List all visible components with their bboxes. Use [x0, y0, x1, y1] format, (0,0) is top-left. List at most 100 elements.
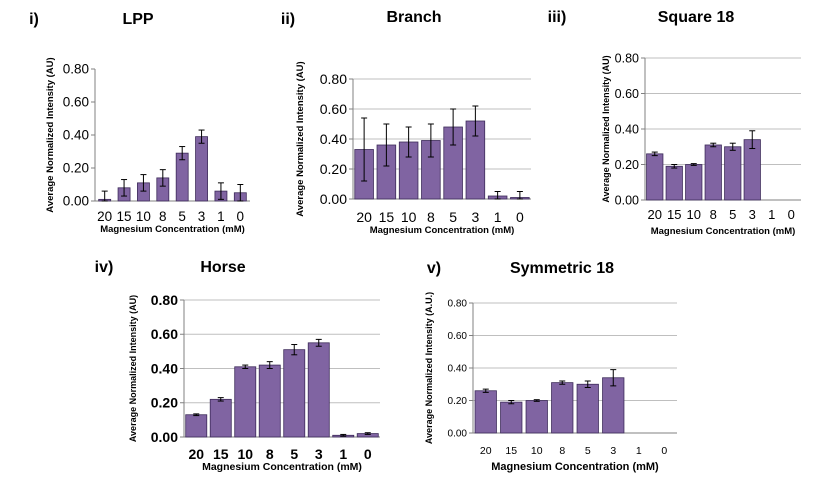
error-bar-1-mm [217, 182, 224, 200]
error-bar-20-mm [193, 413, 200, 417]
bar-20-mm [474, 390, 497, 434]
y-tick-label: 0.60 [63, 95, 89, 110]
y-tick-label: 0.40 [151, 360, 178, 376]
x-tick-label: 20 [188, 446, 204, 462]
error-bar-15-mm [217, 397, 224, 402]
error-bar-5-mm [729, 142, 736, 151]
y-axis-label: Average Normalized Intensity (AU) [295, 61, 306, 216]
y-tick-label: 0.40 [448, 364, 468, 375]
x-tick-label: 5 [449, 209, 457, 225]
y-tick-label: 0.00 [615, 193, 639, 207]
bar-10-mm [685, 164, 703, 201]
y-tick-label: 0.60 [320, 101, 347, 117]
x-tick-label: 8 [159, 209, 167, 224]
x-tick-label: 8 [266, 446, 274, 462]
panel-label: v) [427, 260, 441, 277]
x-tick-label: 0 [237, 209, 245, 224]
bar-3-mm [195, 136, 208, 202]
x-tick-label: 3 [198, 209, 206, 224]
y-tick-label: 0.40 [63, 128, 89, 143]
error-bar-5-mm [450, 108, 457, 146]
y-tick-label: 0.00 [151, 429, 178, 445]
y-tick-label: 0.60 [448, 331, 468, 342]
x-tick-label: 0 [661, 445, 667, 457]
x-tick-label: 5 [290, 446, 298, 462]
error-bar-5-mm [584, 380, 591, 388]
y-tick-label: 0.00 [320, 191, 347, 207]
y-tick-label: 0.80 [320, 71, 347, 87]
panel-label: iii) [548, 9, 567, 26]
chart-title: Square 18 [658, 9, 735, 26]
error-bar-10-mm [140, 174, 147, 192]
error-bar-10-mm [405, 126, 412, 158]
x-tick-label: 10 [687, 207, 701, 222]
x-tick-label: 1 [768, 207, 775, 222]
x-tick-label: 10 [531, 445, 543, 457]
chart-title: Symmetric 18 [510, 260, 614, 277]
bar-10-mm [234, 366, 257, 438]
error-bar-5-mm [179, 146, 186, 161]
x-tick-label: 1 [217, 209, 225, 224]
y-tick-label: 0.00 [63, 194, 89, 209]
error-bar-1-mm [340, 433, 347, 437]
panel-label: i) [29, 11, 39, 28]
error-bar-1-mm [494, 191, 501, 200]
error-bar-8-mm [710, 142, 717, 148]
panel-label: ii) [281, 11, 295, 28]
error-bar-10-mm [242, 364, 249, 369]
x-tick-label: 8 [710, 207, 717, 222]
error-bar-8-mm [559, 380, 566, 385]
error-bar-0-mm [516, 191, 523, 200]
error-bar-20-mm [651, 151, 658, 157]
x-tick-label: 0 [788, 207, 795, 222]
bar-15-mm [209, 398, 232, 438]
x-tick-label: 15 [117, 209, 132, 224]
bar-5-mm [175, 152, 189, 202]
error-bar-10-mm [690, 163, 697, 166]
y-tick-label: 0.80 [63, 62, 89, 77]
x-axis-label: Magnesium Concentration (mM) [491, 461, 659, 473]
error-bar-15-mm [121, 179, 128, 197]
error-bar-5-mm [291, 344, 298, 356]
x-axis-label: Magnesium Concentration (mM) [100, 224, 245, 235]
x-tick-label: 3 [749, 207, 756, 222]
error-bar-10-mm [533, 399, 540, 402]
x-axis-label: Magnesium Concentration (mM) [202, 461, 362, 473]
x-tick-label: 3 [471, 209, 479, 225]
x-tick-label: 8 [559, 445, 565, 457]
y-tick-label: 0.80 [151, 292, 178, 308]
bar-15-mm [665, 165, 683, 201]
x-tick-label: 1 [636, 445, 642, 457]
error-bar-3-mm [472, 105, 479, 137]
x-tick-label: 0 [516, 209, 524, 225]
error-bar-20-mm [482, 388, 489, 393]
error-bar-3-mm [315, 338, 322, 347]
y-axis-label: Average Normalized Intensity (A.U.) [424, 292, 434, 444]
bar-15-mm [500, 401, 523, 434]
error-bar-15-mm [671, 164, 678, 169]
error-bar-8-mm [159, 169, 166, 187]
x-tick-label: 10 [237, 446, 253, 462]
error-bar-15-mm [508, 400, 515, 405]
x-tick-label: 10 [136, 209, 151, 224]
error-bar-8-mm [266, 361, 273, 369]
x-axis-label: Magnesium Concentration (mM) [651, 226, 796, 237]
chart-title: LPP [122, 11, 153, 28]
y-tick-label: 0.20 [63, 161, 89, 176]
x-tick-label: 5 [729, 207, 736, 222]
x-tick-label: 8 [427, 209, 435, 225]
y-axis-label: Average Normalized Intensity (AU) [45, 57, 56, 212]
x-tick-label: 1 [494, 209, 502, 225]
y-tick-label: 0.80 [448, 299, 468, 310]
x-tick-label: 5 [178, 209, 186, 224]
error-bar-20-mm [101, 190, 108, 202]
x-tick-label: 3 [315, 446, 323, 462]
chart-title: Branch [386, 9, 441, 26]
chart-title: Horse [200, 259, 245, 276]
y-tick-label: 0.00 [448, 429, 468, 440]
